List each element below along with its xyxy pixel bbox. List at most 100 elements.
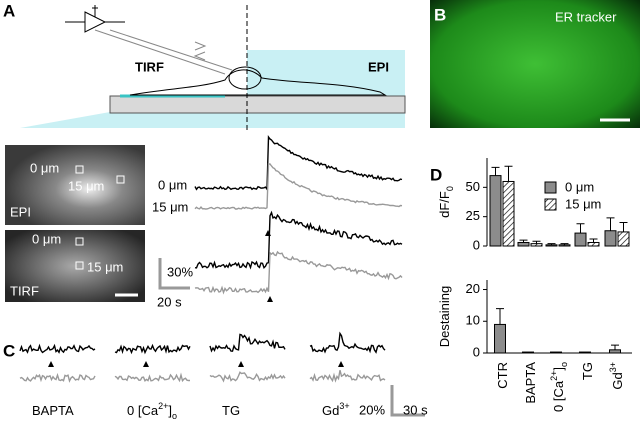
error-bar xyxy=(532,240,541,244)
text-part: TG xyxy=(222,403,240,418)
category-label: CTR xyxy=(495,362,510,389)
y-axis-label: Destaining xyxy=(437,286,452,347)
roi-label: 0 μm xyxy=(32,231,61,246)
category-label: 0 [Ca2+]o xyxy=(549,362,569,412)
text-part: 0 [Ca xyxy=(127,403,159,418)
panel-label: A xyxy=(3,1,15,20)
trace xyxy=(114,372,190,383)
text-part: BAPTA xyxy=(523,362,538,404)
schematic xyxy=(20,5,406,130)
bar xyxy=(574,232,587,247)
error-bar xyxy=(606,217,615,231)
stimulus-marker xyxy=(338,361,344,367)
y-tick-label: 0 xyxy=(473,237,480,252)
bar xyxy=(609,349,621,354)
text-part: dF/F xyxy=(437,191,452,218)
error-bar xyxy=(504,165,513,182)
legend-label: 0 μm xyxy=(565,179,594,194)
bar xyxy=(558,244,571,247)
y-tick-label: 20 xyxy=(466,281,480,296)
roi-label: 15 μm xyxy=(68,178,104,193)
roi xyxy=(116,175,125,184)
y-tick-label: 50 xyxy=(466,179,480,194)
image-label: EPI xyxy=(10,204,31,219)
trace-label: 15 μm xyxy=(152,199,188,214)
trace xyxy=(209,333,286,353)
category-label: TG xyxy=(580,362,595,380)
text-part: Gd xyxy=(322,403,339,418)
epi-image xyxy=(5,145,145,225)
bar xyxy=(579,351,591,354)
condition-label: Gd3+ xyxy=(322,401,350,418)
scale-label: 30% xyxy=(167,264,193,279)
category-label: BAPTA xyxy=(523,362,538,404)
scale-bar xyxy=(158,258,190,290)
bar xyxy=(550,351,562,354)
error-bar xyxy=(576,223,585,234)
er-image xyxy=(430,0,640,128)
bar xyxy=(517,241,530,247)
bar xyxy=(587,241,600,247)
legend-label: 15 μm xyxy=(565,196,601,211)
text-part: CTR xyxy=(495,362,510,389)
trace xyxy=(309,370,386,383)
trace xyxy=(209,371,286,383)
stimulus-marker xyxy=(238,361,244,367)
bar xyxy=(494,323,506,354)
text-part: ] xyxy=(168,403,172,418)
error-bar xyxy=(589,238,598,243)
superscript: 2+ xyxy=(158,401,168,411)
roi xyxy=(75,165,84,174)
text-part: TG xyxy=(580,362,595,380)
y-axis-label: dF/F0 xyxy=(437,186,455,218)
subscript: o xyxy=(559,362,569,367)
category-label: Gd3+ xyxy=(608,362,625,390)
image-label: TIRF xyxy=(10,283,39,298)
roi-label: 15 μm xyxy=(87,259,123,274)
label: TIRF xyxy=(135,59,164,74)
error-bar xyxy=(560,243,569,245)
scale-label: 20 s xyxy=(157,294,182,309)
text-part: Destaining xyxy=(437,286,452,347)
text-part: ] xyxy=(551,367,566,371)
error-bar xyxy=(611,344,619,350)
trace xyxy=(114,343,191,355)
text-part: BAPTA xyxy=(32,403,74,418)
scale-label: 20% xyxy=(359,402,385,417)
bar xyxy=(489,175,502,247)
condition-label: BAPTA xyxy=(32,403,74,418)
bar xyxy=(522,351,534,354)
stimulus-marker xyxy=(265,230,271,236)
superscript: 3+ xyxy=(608,362,618,372)
y-tick-label: 10 xyxy=(466,313,480,328)
stimulus-marker xyxy=(143,361,149,367)
stimulus-marker xyxy=(267,296,273,302)
condition-label: 0 [Ca2+]o xyxy=(127,401,177,421)
panel-label: C xyxy=(3,341,15,360)
panel-label: B xyxy=(434,5,446,24)
error-bar xyxy=(491,166,500,176)
bar xyxy=(617,231,630,247)
panel-label: D xyxy=(430,165,442,184)
label: EPI xyxy=(368,59,389,74)
error-bar xyxy=(496,308,504,325)
subscript: o xyxy=(172,411,177,421)
roi-label: 0 μm xyxy=(30,160,59,175)
trace xyxy=(19,372,96,383)
roi xyxy=(75,261,84,270)
legend-swatch xyxy=(544,198,557,211)
scale-bar xyxy=(390,385,425,417)
error-bar xyxy=(547,243,556,245)
bar xyxy=(502,180,515,247)
bar xyxy=(545,244,558,247)
trace xyxy=(194,250,403,295)
condition-label: TG xyxy=(222,403,240,418)
y-tick-label: 25 xyxy=(466,208,480,223)
scale-label: 30 s xyxy=(403,402,428,417)
stimulus-marker xyxy=(48,361,54,367)
error-bar xyxy=(519,239,528,243)
trace-label: 0 μm xyxy=(158,177,187,192)
trace xyxy=(194,134,403,192)
legend-swatch xyxy=(544,181,557,194)
